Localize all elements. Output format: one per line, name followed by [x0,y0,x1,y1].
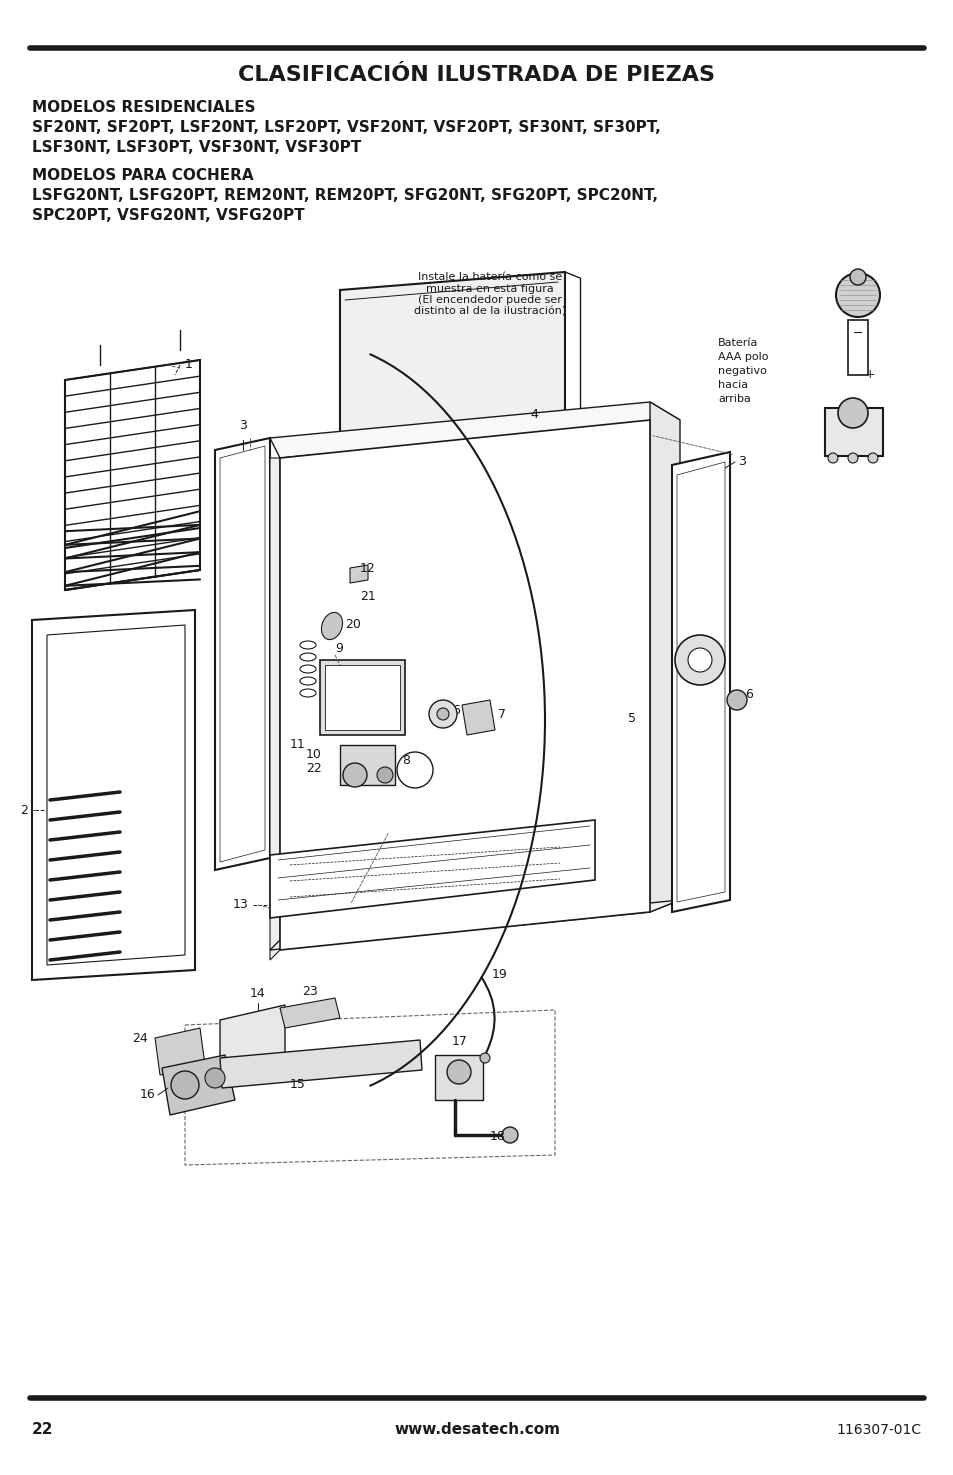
Circle shape [447,1061,471,1084]
Circle shape [205,1068,225,1089]
Polygon shape [350,565,368,583]
Text: Batería
AAA polo
negativo
hacia
arriba: Batería AAA polo negativo hacia arriba [718,338,768,404]
Polygon shape [154,1028,205,1075]
Polygon shape [280,420,649,950]
Circle shape [675,636,724,684]
Text: 12: 12 [359,562,375,575]
Bar [824,409,882,456]
Circle shape [436,708,449,720]
Text: 116307-01C: 116307-01C [836,1423,921,1437]
Text: 14: 14 [250,987,266,1000]
Circle shape [827,453,837,463]
Circle shape [847,453,857,463]
Text: 21: 21 [359,590,375,603]
Polygon shape [270,459,280,960]
Text: +: + [863,367,875,381]
Text: MODELOS PARA COCHERA: MODELOS PARA COCHERA [32,168,253,183]
Text: 15: 15 [290,1078,306,1092]
Text: 22: 22 [306,763,322,774]
Text: 19: 19 [492,969,507,981]
Text: 8: 8 [401,754,410,767]
Text: 4: 4 [530,409,537,422]
Circle shape [396,752,433,788]
Text: 18: 18 [490,1130,505,1143]
Bar [435,1055,482,1100]
Text: LSF30NT, LSF30PT, VSF30NT, VSF30PT: LSF30NT, LSF30PT, VSF30NT, VSF30PT [32,140,361,155]
Text: 7: 7 [497,708,505,721]
Text: 9: 9 [335,642,342,655]
Circle shape [837,398,867,428]
Text: MODELOS RESIDENCIALES: MODELOS RESIDENCIALES [32,100,255,115]
Circle shape [726,690,746,709]
Text: www.desatech.com: www.desatech.com [394,1422,559,1438]
Circle shape [429,701,456,729]
Circle shape [849,268,865,285]
Text: 13: 13 [232,898,248,912]
Text: LSFG20NT, LSFG20PT, REM20NT, REM20PT, SFG20NT, SFG20PT, SPC20NT,: LSFG20NT, LSFG20PT, REM20NT, REM20PT, SF… [32,187,658,204]
Text: 1: 1 [185,358,193,372]
Polygon shape [649,403,679,912]
Polygon shape [280,999,339,1028]
Text: 6: 6 [744,689,752,702]
Polygon shape [270,820,595,917]
Polygon shape [461,701,495,735]
Polygon shape [677,462,724,903]
Circle shape [479,1053,490,1063]
Polygon shape [220,445,265,861]
Text: 10: 10 [306,748,322,761]
Polygon shape [270,403,679,459]
Polygon shape [220,1004,285,1075]
Bar [319,659,405,735]
Polygon shape [162,1055,234,1115]
Text: 22: 22 [32,1422,53,1438]
Text: 2: 2 [20,804,28,817]
Text: SPC20PT, VSFG20NT, VSFG20PT: SPC20PT, VSFG20NT, VSFG20PT [32,208,304,223]
Text: 3: 3 [239,419,247,432]
Text: 6: 6 [452,704,459,717]
Circle shape [343,763,367,788]
Circle shape [867,453,877,463]
Polygon shape [214,438,270,870]
Polygon shape [220,1040,421,1089]
Text: 23: 23 [302,985,317,999]
Bar [847,320,867,375]
Polygon shape [339,271,564,580]
Text: 5: 5 [627,711,636,724]
Polygon shape [65,360,200,590]
Bar [325,665,399,730]
Circle shape [501,1127,517,1143]
Text: SF20NT, SF20PT, LSF20NT, LSF20PT, VSF20NT, VSF20PT, SF30NT, SF30PT,: SF20NT, SF20PT, LSF20NT, LSF20PT, VSF20N… [32,119,660,136]
Text: 17: 17 [452,1035,468,1049]
Polygon shape [47,625,185,965]
Circle shape [687,648,711,673]
Text: Instale la batería como se
muestra en esta figura
(El encendedor puede ser
disti: Instale la batería como se muestra en es… [414,271,565,317]
Text: 16: 16 [139,1089,154,1102]
Bar [339,745,395,785]
Text: 24: 24 [132,1031,148,1044]
Circle shape [376,767,393,783]
Text: CLASIFICACIÓN ILUSTRADA DE PIEZAS: CLASIFICACIÓN ILUSTRADA DE PIEZAS [238,65,715,86]
Polygon shape [671,451,729,912]
Circle shape [171,1071,199,1099]
Polygon shape [270,900,679,950]
Polygon shape [32,611,194,979]
Text: 3: 3 [738,454,745,468]
Text: 11: 11 [289,738,305,751]
Ellipse shape [321,612,342,640]
Text: 20: 20 [345,618,360,631]
Text: −: − [852,327,862,341]
Circle shape [835,273,879,317]
